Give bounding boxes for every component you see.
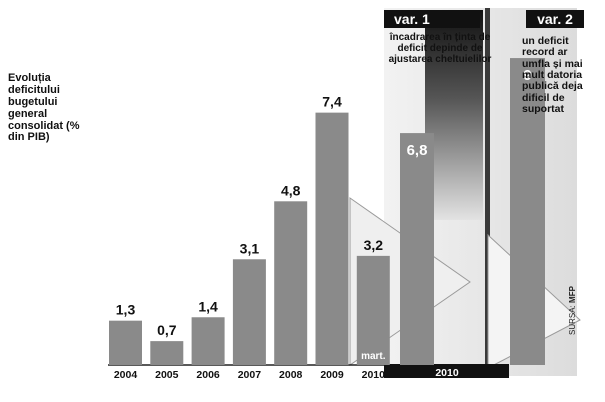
scenario-separator xyxy=(485,8,490,376)
source-note: SURSA: MFP xyxy=(568,286,577,335)
scenario-1-tag: var. 1 xyxy=(384,10,480,28)
value-label-2008: 4,8 xyxy=(281,182,301,198)
bar-2007 xyxy=(232,259,266,365)
scenario-1-text: încadrarea în ținta de deficit depinde d… xyxy=(388,32,492,65)
chart-title: Evoluția deficitului bugetului general c… xyxy=(8,72,80,144)
scenario-divider-band xyxy=(425,10,483,220)
annotation-mart: mart. xyxy=(361,351,386,362)
source-value: MFP xyxy=(568,286,577,303)
axis-strip-2010 xyxy=(384,364,509,378)
tick-label-2007: 2007 xyxy=(238,369,262,381)
scenario-year-label: 2010 xyxy=(435,367,459,379)
value-label-2006: 1,4 xyxy=(198,298,218,314)
value-label-2004: 1,3 xyxy=(116,302,136,318)
source-label: SURSA: xyxy=(568,305,577,335)
bar-2010 xyxy=(356,255,390,365)
scenario-2-tag: var. 2 xyxy=(526,10,584,28)
value-label-2010: 3,2 xyxy=(364,237,384,253)
scenario-bar-1 xyxy=(400,133,434,365)
tick-label-2008: 2008 xyxy=(279,369,303,381)
bar-2005 xyxy=(150,341,184,365)
scenario-bar-2 xyxy=(510,58,545,365)
bar-2009 xyxy=(315,112,349,365)
tick-label-2010: 2010 xyxy=(362,369,386,381)
bar-2006 xyxy=(191,317,225,365)
value-label-2007: 3,1 xyxy=(240,240,260,256)
bar-2004 xyxy=(109,320,142,365)
scenario-2-text: un deficit record ar umfla și mai mult d… xyxy=(522,35,583,115)
tick-label-2005: 2005 xyxy=(155,369,179,381)
value-label-2009: 7,4 xyxy=(322,94,342,110)
tick-label-2004: 2004 xyxy=(114,369,138,381)
value-label-2005: 0,7 xyxy=(157,322,177,338)
tick-label-2009: 2009 xyxy=(320,369,344,381)
scenario-value-label-1: 6,8 xyxy=(407,142,428,159)
tick-label-2006: 2006 xyxy=(196,369,220,381)
bar-2008 xyxy=(274,201,308,365)
scenario-value-label-2: 9 xyxy=(523,67,531,84)
